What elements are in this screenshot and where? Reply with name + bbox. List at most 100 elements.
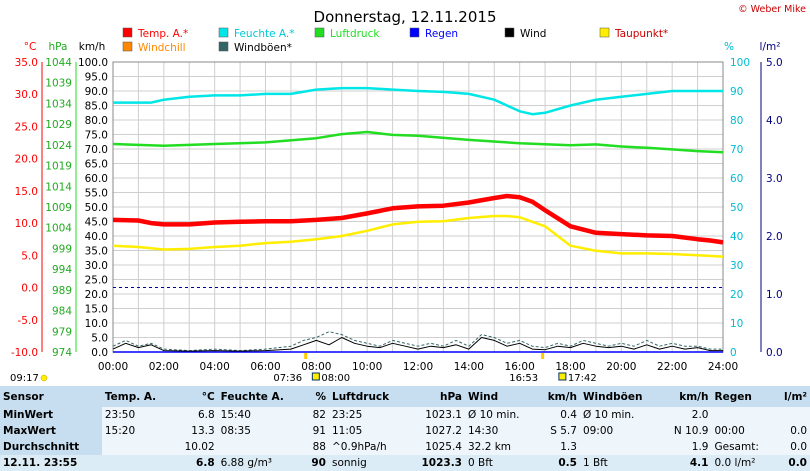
table-cell: 10.02	[172, 439, 218, 455]
sun-icon	[40, 374, 48, 382]
wind-axis-tick: 0.0	[91, 347, 108, 359]
time-markers: 09:17 07:36 08:00 16:53 17:42	[10, 353, 597, 384]
wind-axis-tick: 5.0	[91, 333, 108, 345]
series-windb-en	[112, 331, 723, 352]
table-cell: 0.5	[536, 455, 580, 471]
rain-axis-tick: 3.0	[766, 173, 783, 185]
wind-axis-tick: 30.0	[85, 260, 108, 272]
pressure-axis-tick: 1004	[45, 223, 72, 235]
rain-axis-tick: 1.0	[766, 289, 783, 301]
wind-axis-tick: 45.0	[85, 217, 108, 229]
temp-axis-tick: -5.0	[18, 315, 39, 327]
table-cell: 2.0	[661, 407, 712, 423]
table-cell: 32.2 km	[465, 439, 537, 455]
x-axis-tick: 12:00	[403, 361, 433, 373]
humidity-axis-tick: 20	[730, 289, 743, 301]
table-cell: 6.88 g/m³	[217, 455, 304, 471]
x-axis-tick: 18:00	[555, 361, 585, 373]
sunrise-icon	[304, 353, 308, 359]
legend-swatch	[409, 27, 420, 38]
humidity-axis-tick: 40	[730, 231, 743, 243]
table-cell: 1.9	[661, 439, 712, 455]
humidity-axis-tick: 80	[730, 115, 743, 127]
weather-chart: °C hPa km/h% l/m² 35.0 30.0 25.0 20.0 15.0 10.0 5.…	[10, 4, 806, 384]
table-cell: 0.4	[536, 407, 580, 423]
table-cell: N 10.9	[661, 423, 712, 439]
legend: Temp. A.* Feuchte A.* Luftdruck Regen Wind Ta…	[122, 27, 668, 54]
header-pressure-unit: hPa	[407, 386, 465, 407]
pressure-axis-tick: 1039	[45, 78, 72, 90]
sunset-icon	[541, 353, 545, 359]
sun-marker-label: 09:17	[10, 373, 39, 384]
table-cell: 0.0	[773, 439, 810, 455]
wind-axis-tick: 25.0	[85, 275, 108, 287]
table-cell: 4.1	[661, 455, 712, 471]
table-row: MaxWert 15:20 13.3 08:35 91 11:05 1027.2…	[0, 423, 810, 439]
wind-axis-tick: 100.0	[78, 57, 108, 69]
x-axis-tick: 06:00	[250, 361, 280, 373]
table-cell: S 5.7	[536, 423, 580, 439]
x-axis-tick: 16:00	[505, 361, 535, 373]
pressure-axis-tick: 1009	[45, 202, 72, 214]
header-temp-unit: °C	[172, 386, 218, 407]
pressure-axis-tick: 979	[52, 326, 72, 338]
temp-axis-tick: 5.0	[21, 250, 38, 262]
table-cell: 13.3	[172, 423, 218, 439]
legend-label: Windböen*	[234, 42, 292, 54]
table-cell: 1 Bft	[579, 455, 662, 471]
header-rain: Regen	[711, 386, 774, 407]
humidity-axis-tick: 100	[730, 57, 750, 69]
legend-label: Regen	[425, 28, 458, 40]
table-cell	[101, 439, 173, 455]
legend-swatch	[122, 41, 133, 52]
series-temp-a	[112, 193, 724, 245]
row-label: Durchschnitt	[0, 439, 102, 455]
wind-axis-tick: 80.0	[85, 115, 108, 127]
legend-label: Feuchte A.*	[234, 28, 295, 40]
x-axis-tick: 08:00	[301, 361, 331, 373]
wind-axis-unit: km/h	[79, 41, 106, 53]
wind-axis-tick: 90.0	[85, 86, 108, 98]
pressure-axis-tick: 999	[52, 243, 72, 255]
x-axis-tick: 14:00	[454, 361, 484, 373]
rain-axis-tick: 4.0	[766, 115, 783, 127]
pressure-axis-tick: 1014	[45, 181, 72, 193]
series-wind	[112, 337, 723, 352]
table-cell: sonnig	[329, 455, 408, 471]
table-cell: 0 Bft	[465, 455, 537, 471]
legend-swatch	[314, 27, 325, 38]
sunrise-label: 08:00	[321, 373, 350, 384]
header-gusts: Windböen	[579, 386, 662, 407]
sunrise-label: 07:36	[273, 373, 302, 384]
humidity-axis-tick: 90	[730, 86, 743, 98]
table-cell: 1.3	[536, 439, 580, 455]
temp-axis-unit: °C	[24, 41, 37, 53]
moon-label: 17:42	[568, 373, 597, 384]
pressure-axis-tick: 1024	[45, 140, 72, 152]
table-cell: 90	[303, 455, 329, 471]
x-axis-tick: 02:00	[149, 361, 179, 373]
x-axis-tick: 10:00	[352, 361, 382, 373]
temp-axis-tick: 20.0	[15, 154, 38, 166]
header-humidity: Feuchte A.	[217, 386, 304, 407]
table-cell: 1023.1	[407, 407, 465, 423]
wind-axis-tick: 40.0	[85, 231, 108, 243]
wind-axis-tick: 15.0	[85, 304, 108, 316]
table-cell: 0.0	[773, 423, 810, 439]
table-cell: 08:35	[217, 423, 304, 439]
humidity-axis-tick: 0	[730, 347, 737, 359]
header-sensor: Sensor	[0, 386, 102, 407]
series	[112, 86, 724, 353]
temp-axis-tick: -10.0	[11, 347, 38, 359]
sunrise-icon	[311, 372, 320, 381]
table-cell: Ø 10 min.	[579, 407, 662, 423]
legend-label: Windchill	[138, 42, 186, 54]
table-cell: Ø 10 min.	[465, 407, 537, 423]
rain-axis-tick: 2.0	[766, 231, 783, 243]
summary-table: Sensor Temp. A. °C Feuchte A. % Luftdruc…	[0, 386, 810, 471]
humidity-axis-tick: 60	[730, 173, 743, 185]
temp-axis-tick: 30.0	[15, 89, 38, 101]
table-cell: Gesamt:	[711, 439, 774, 455]
table-cell: 15:20	[101, 423, 173, 439]
wind-axis-tick: 55.0	[85, 188, 108, 200]
